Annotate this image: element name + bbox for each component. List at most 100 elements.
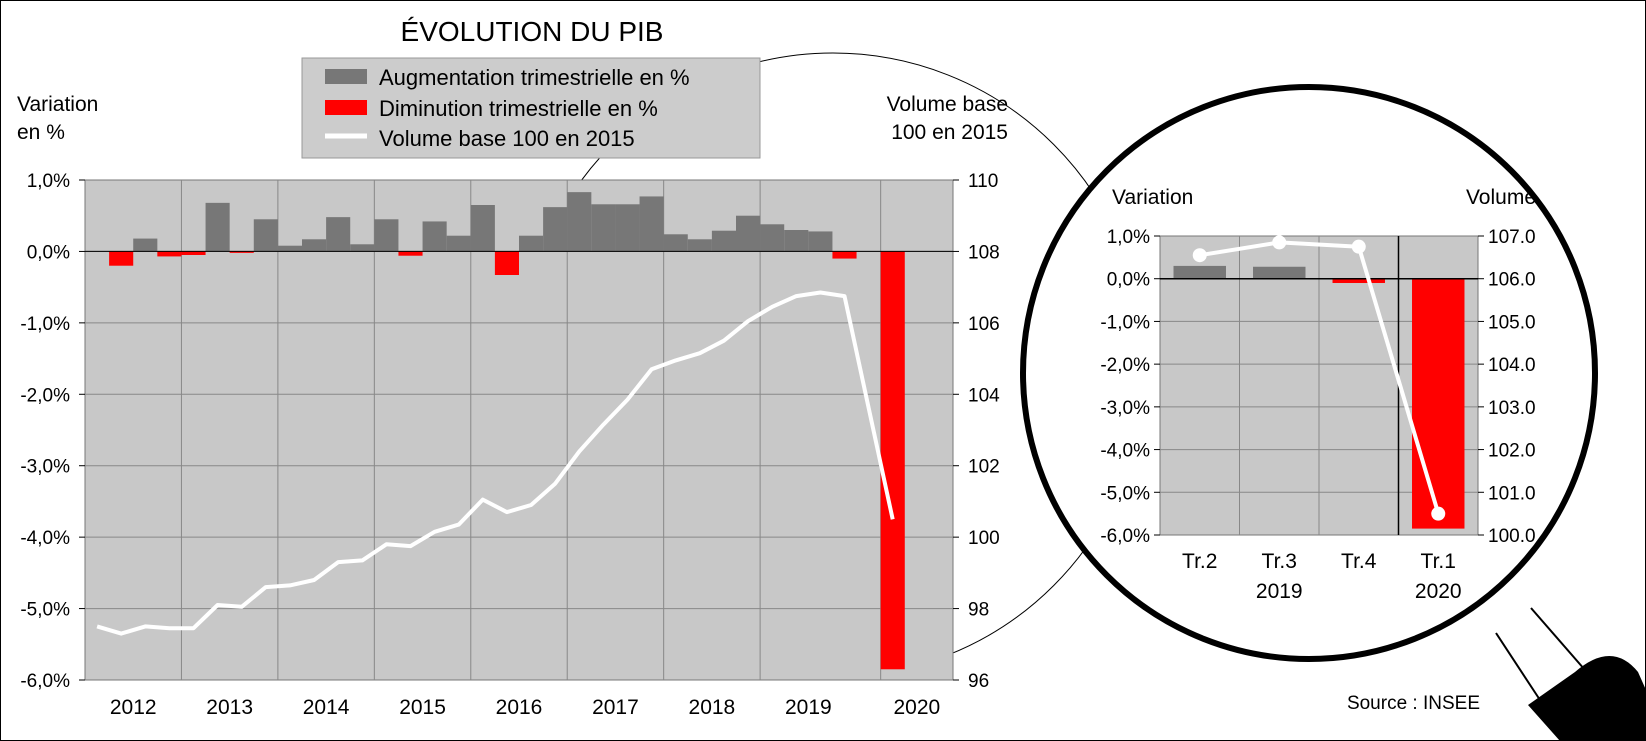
decrease-bar [398, 251, 423, 256]
increase-bar [711, 230, 736, 252]
zoom-volume-line [1199, 240, 1441, 515]
zoom-category-label: Tr.2 [1182, 550, 1217, 573]
main-left-tick-label: -3,0% [20, 457, 70, 478]
increase-bar [736, 215, 761, 252]
main-left-tick-label: -6,0% [20, 671, 70, 692]
increase-bar [663, 234, 688, 252]
zoom-right-tick-label: 101.0 [1488, 483, 1536, 504]
increase-bar [567, 192, 592, 252]
increase-bar [543, 207, 568, 252]
zoom-volume-point [1192, 248, 1207, 263]
increase-bar [784, 230, 809, 252]
decrease-bar [832, 251, 857, 259]
legend-label-decrease: Diminution trimestrielle en % [379, 96, 658, 121]
left-axis-title-line1: Variation [17, 93, 98, 116]
main-right-tick-label: 108 [968, 242, 1000, 263]
zoom-left-tick-label: -4,0% [1100, 441, 1150, 462]
increase-bar [350, 244, 375, 252]
legend-label-increase: Augmentation trimestrielle en % [379, 65, 690, 90]
main-left-tick-label: -4,0% [20, 528, 70, 549]
legend-swatch-increase [325, 69, 367, 84]
increase-bar [326, 217, 351, 252]
legend-label-volume: Volume base 100 en 2015 [379, 126, 635, 151]
decrease-bar [494, 251, 519, 275]
zoom-category-label: Tr.4 [1341, 550, 1377, 573]
chart-title: ÉVOLUTION DU PIB [401, 16, 664, 47]
zoom-decrease-bar [1332, 278, 1385, 283]
zoom-right-tick-label: 100.0 [1488, 526, 1536, 547]
volume-line [96, 290, 895, 636]
main-right-tick-label: 102 [968, 457, 1000, 478]
main-right-tick-label: 96 [968, 671, 989, 692]
decrease-bar [880, 251, 905, 670]
zoom-volume-point [1431, 506, 1446, 521]
increase-bar [687, 239, 712, 252]
increase-bar [639, 196, 664, 252]
zoom-left-axis-title: Variation [1112, 186, 1193, 209]
zoom-category-label: Tr.3 [1262, 550, 1297, 573]
increase-bar [760, 224, 785, 252]
zoom-volume-point [1351, 239, 1366, 254]
zoom-category-year-label: 2019 [1256, 580, 1303, 603]
main-year-label: 2013 [206, 696, 253, 719]
zoom-left-tick-label: 0,0% [1107, 270, 1150, 291]
decrease-bar [229, 251, 254, 253]
zoom-increase-bar [1253, 266, 1306, 279]
increase-bar [808, 231, 833, 252]
increase-bar [446, 235, 471, 252]
legend: Augmentation trimestrielle en % Diminuti… [301, 57, 761, 159]
increase-bar [302, 239, 327, 252]
main-year-label: 2018 [689, 696, 736, 719]
decrease-bar [181, 251, 206, 255]
main-plot: 1,0% 0,0% -1,0% -2,0% -3,0% -4,0% -5,0% -6,0% 11… [20, 171, 1000, 719]
increase-bar [205, 202, 230, 252]
zoom-decrease-bar [1412, 278, 1465, 529]
left-axis-title-line2: en % [17, 121, 65, 144]
increase-bar [422, 221, 447, 252]
legend-box [301, 57, 761, 159]
increase-bar [133, 238, 158, 252]
zoom-right-tick-label: 103.0 [1488, 398, 1536, 419]
zoom-increase-bar [1173, 265, 1226, 279]
legend-swatch-decrease [325, 100, 367, 115]
zoom-plot: 1,0% 0,0% -1,0% -2,0% -3,0% -4,0% -5,0% -6,0% 10… [1100, 227, 1535, 603]
main-year-label: 2019 [785, 696, 832, 719]
zoom-right-tick-label: 105.0 [1488, 312, 1536, 333]
main-right-tick-label: 98 [968, 600, 989, 621]
zoom-left-tick-label: -3,0% [1100, 398, 1150, 419]
main-left-tick-label: 1,0% [27, 171, 70, 192]
increase-bar [253, 219, 278, 252]
main-year-label: 2020 [893, 696, 940, 719]
zoom-right-tick-label: 102.0 [1488, 441, 1536, 462]
zoom-left-tick-label: -2,0% [1100, 355, 1150, 376]
right-axis-title-line1: Volume base [887, 93, 1008, 116]
main-left-tick-label: 0,0% [27, 242, 70, 263]
main-left-tick-label: -2,0% [20, 385, 70, 406]
increase-bar [591, 204, 616, 252]
zoom-volume-point [1272, 235, 1287, 250]
main-right-tick-label: 100 [968, 528, 1000, 549]
zoom-left-tick-label: -1,0% [1100, 312, 1150, 333]
main-year-label: 2012 [110, 696, 157, 719]
decrease-bar [109, 251, 134, 266]
main-left-tick-label: -5,0% [20, 600, 70, 621]
main-right-tick-label: 106 [968, 314, 1000, 335]
right-axis-title-line2: 100 en 2015 [891, 121, 1008, 144]
zoom-right-tick-label: 107.0 [1488, 227, 1536, 248]
zoom-left-tick-label: -6,0% [1100, 526, 1150, 547]
zoom-right-axis-title: Volume [1466, 186, 1536, 209]
decrease-bar [157, 251, 182, 257]
zoom-category-label: Tr.1 [1421, 550, 1456, 573]
magnifier-handle-left-edge [1495, 632, 1541, 701]
zoom-right-tick-label: 104.0 [1488, 355, 1536, 376]
zoom-right-tick-label: 106.0 [1488, 270, 1536, 291]
main-left-tick-label: -1,0% [20, 314, 70, 335]
increase-bar [374, 219, 399, 252]
magnifier-handle-right-edge [1530, 607, 1586, 671]
main-year-label: 2014 [303, 696, 350, 719]
source-note: Source : INSEE [1347, 693, 1480, 714]
main-year-label: 2016 [496, 696, 543, 719]
main-year-label: 2017 [592, 696, 639, 719]
increase-bar [615, 204, 640, 252]
